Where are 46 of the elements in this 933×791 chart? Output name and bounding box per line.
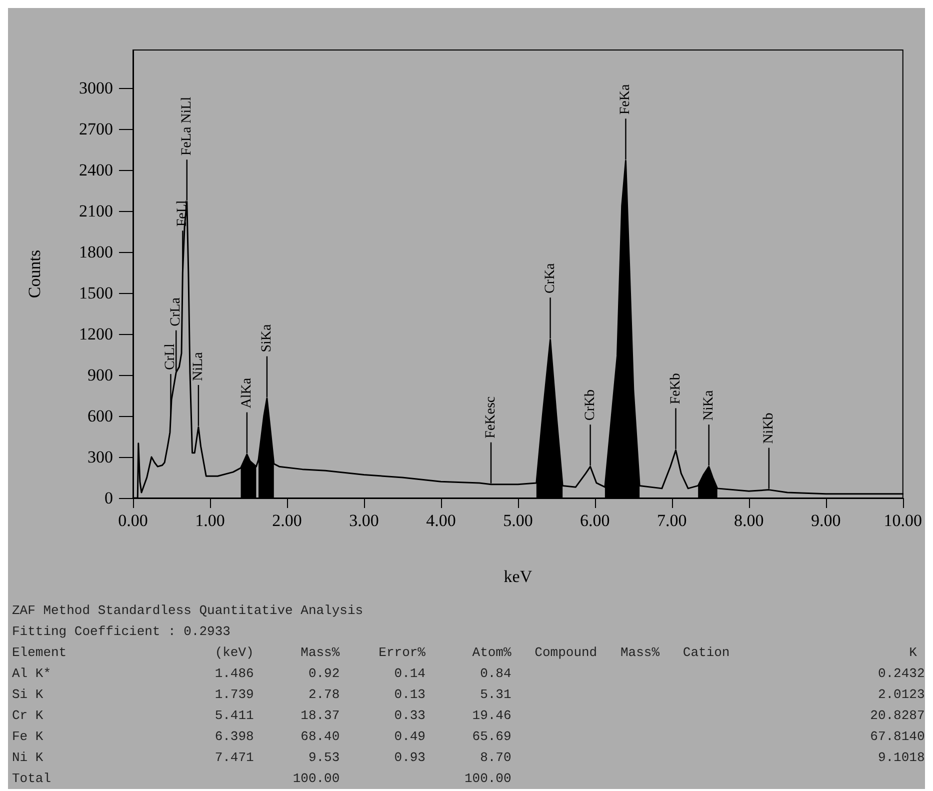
annotation: FeKa — [618, 84, 634, 115]
text: Fe K 6.398 68.40 0.49 65.69 67.8140 — [12, 729, 925, 744]
annotation: CrLa — [168, 296, 184, 326]
annotation: FeKesc — [483, 396, 498, 438]
y-tick-label: 1500 — [79, 284, 113, 303]
y-axis-title: Counts — [25, 250, 44, 298]
annotation: NiKb — [761, 412, 776, 444]
y-tick-label: 2100 — [79, 202, 113, 221]
x-tick-label: 1.00 — [195, 511, 225, 530]
text: Ni K 7.471 9.53 0.93 8.70 9.1018 — [12, 750, 925, 765]
x-tick-label: 0.00 — [118, 511, 148, 530]
text: Total 100.00 100.00 — [12, 771, 512, 786]
text: Al K* 1.486 0.92 0.14 0.84 0.2432 — [12, 666, 925, 681]
text: ZAF Method Standardless Quantitative Analysis — [12, 603, 364, 618]
text: Element (keV) Mass% Error% Atom% Compound Mass% Cation K — [12, 645, 917, 660]
y-tick-label: 600 — [88, 406, 113, 426]
annotation: CrLl — [163, 343, 178, 370]
y-tick-label: 1800 — [79, 242, 113, 262]
x-tick-label: 8.00 — [734, 511, 764, 530]
y-tick-label: 0 — [104, 488, 113, 508]
annotation: SiKa — [259, 324, 274, 352]
x-tick-label: 7.00 — [657, 511, 687, 530]
x-tick-label: 5.00 — [503, 511, 533, 530]
y-tick-label: 2700 — [79, 120, 113, 139]
x-tick-label: 10.00 — [884, 511, 922, 530]
text: Si K 1.739 2.78 0.13 5.31 2.0123 — [12, 687, 925, 702]
annotation: FeLa NiLl — [179, 96, 194, 156]
x-tick-label: 9.00 — [811, 511, 841, 530]
x-tick-label: 3.00 — [349, 511, 379, 530]
y-tick-label: 3000 — [79, 78, 113, 98]
y-tick-label: 2400 — [79, 160, 113, 180]
annotation: FeKb — [668, 373, 684, 404]
y-tick-label: 1200 — [79, 324, 113, 344]
annotation: CrKb — [582, 389, 598, 421]
annotation: AlKa — [239, 377, 254, 408]
text: Cr K 5.411 18.37 0.33 19.46 20.8287 — [12, 708, 925, 723]
annotation: CrKa — [542, 262, 558, 294]
y-tick-label: 900 — [88, 366, 113, 385]
x-tick-label: 4.00 — [426, 511, 456, 530]
y-tick-label: 300 — [88, 448, 113, 467]
x-tick-label: 6.00 — [580, 511, 610, 530]
x-tick-label: 2.00 — [272, 511, 302, 530]
x-axis-title: keV — [504, 567, 533, 586]
annotation: NiLa — [190, 351, 206, 381]
annotation: NiKa — [701, 389, 716, 421]
text: Fitting Coefficient : 0.2933 — [12, 624, 230, 639]
